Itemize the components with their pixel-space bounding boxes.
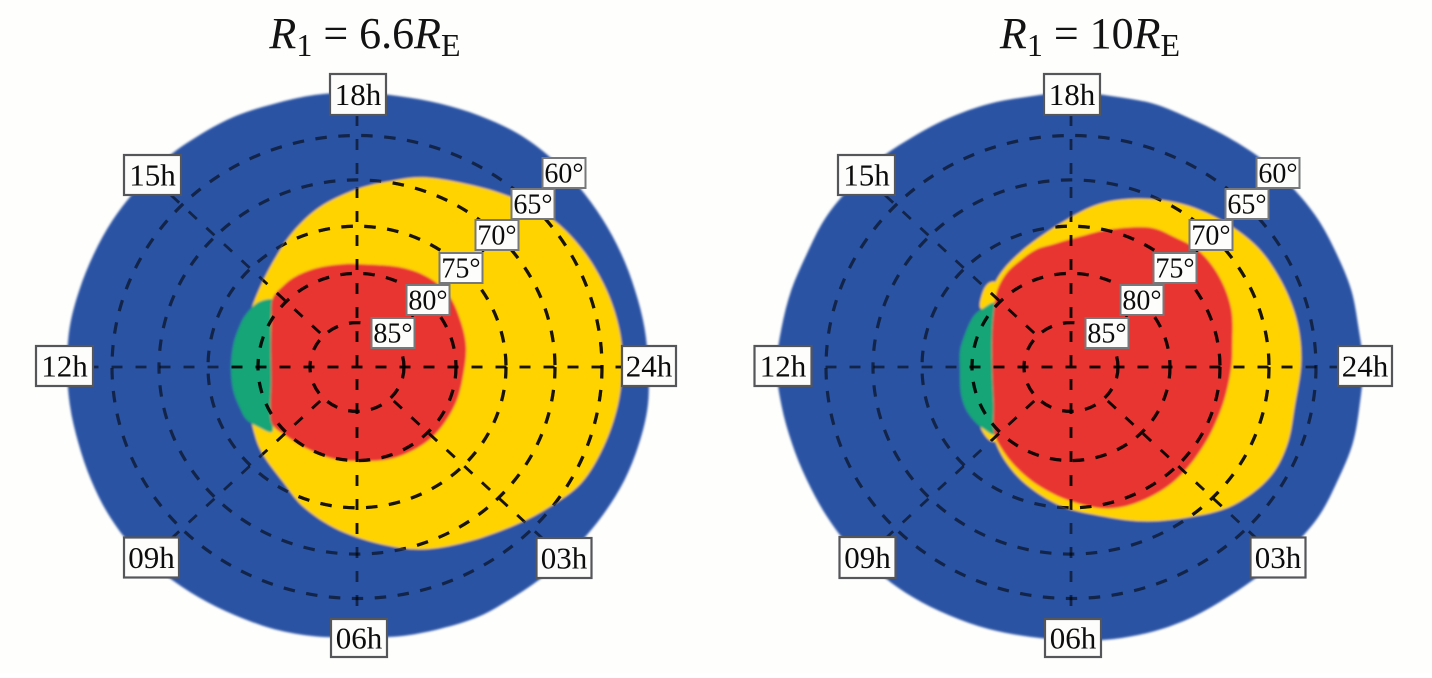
svg-text:12h: 12h xyxy=(41,349,88,384)
svg-text:80°: 80° xyxy=(408,286,447,317)
svg-text:06h: 06h xyxy=(1050,621,1097,656)
svg-text:R1 = 6.6RE: R1 = 6.6RE xyxy=(268,9,460,63)
svg-text:03h: 03h xyxy=(1255,540,1302,575)
svg-text:85°: 85° xyxy=(373,319,412,350)
svg-text:70°: 70° xyxy=(477,221,516,252)
svg-text:80°: 80° xyxy=(1122,286,1161,317)
svg-text:65°: 65° xyxy=(513,190,552,221)
svg-text:18h: 18h xyxy=(1049,77,1096,112)
svg-text:15h: 15h xyxy=(129,158,176,193)
svg-text:09h: 09h xyxy=(128,540,175,575)
svg-text:12h: 12h xyxy=(760,349,807,384)
svg-text:03h: 03h xyxy=(541,541,588,576)
svg-text:15h: 15h xyxy=(843,158,890,193)
svg-text:85°: 85° xyxy=(1087,319,1126,350)
svg-text:09h: 09h xyxy=(844,540,891,575)
svg-text:18h: 18h xyxy=(335,77,382,112)
svg-text:75°: 75° xyxy=(441,254,480,285)
svg-text:60°: 60° xyxy=(544,159,583,190)
svg-text:24h: 24h xyxy=(626,349,673,384)
svg-text:R1 = 10RE: R1 = 10RE xyxy=(999,9,1180,63)
svg-text:70°: 70° xyxy=(1191,221,1230,252)
svg-text:24h: 24h xyxy=(1342,349,1389,384)
svg-text:60°: 60° xyxy=(1258,159,1297,190)
svg-text:06h: 06h xyxy=(336,621,383,656)
svg-text:75°: 75° xyxy=(1155,254,1194,285)
svg-text:65°: 65° xyxy=(1227,190,1266,221)
